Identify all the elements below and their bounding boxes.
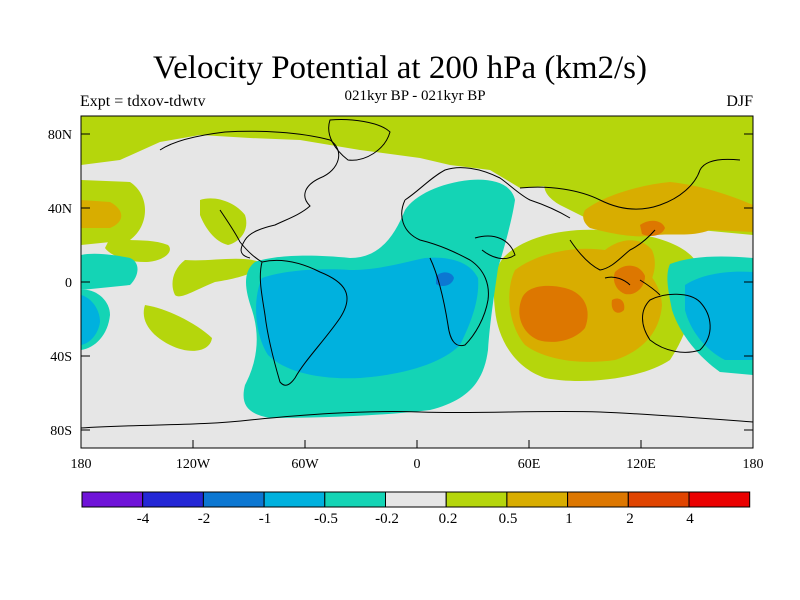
antarctica-coast <box>81 410 753 429</box>
colorbar-box <box>324 491 386 508</box>
pacific-negative-mid <box>81 295 100 345</box>
latitude-labels: 80N 40N 0 40S 80S <box>48 128 72 439</box>
lon-label-60w: 60W <box>291 457 319 472</box>
map-subtitle: 021kyr BP - 021kyr BP <box>344 88 486 104</box>
colorbar-box <box>142 491 204 508</box>
season-label: DJF <box>726 93 753 110</box>
colorbar-box <box>385 491 447 508</box>
colorbar-label: 4 <box>686 511 694 527</box>
central-america-coast <box>219 209 263 263</box>
colorbar-box <box>627 491 690 508</box>
lat-label-40n: 40N <box>48 202 72 217</box>
longitude-labels: 180 120W 60W 0 60E 120E 180 <box>71 457 764 472</box>
lat-label-40s: 40S <box>50 350 72 365</box>
latitude-ticks <box>81 133 753 431</box>
arctic-positive <box>81 116 753 188</box>
lat-label-0: 0 <box>65 276 72 291</box>
south-america-coast <box>259 259 348 386</box>
lon-label-120e: 120E <box>626 457 656 472</box>
japan-positive-strong <box>640 220 665 236</box>
coastlines <box>81 119 753 429</box>
colorbar-box <box>567 491 629 508</box>
asia-positive-mid <box>583 182 753 237</box>
lon-label-180e: 180 <box>743 457 764 472</box>
colorbar-label: -1 <box>259 511 272 527</box>
colorbar-box <box>506 491 569 508</box>
greenland-coast <box>328 119 391 161</box>
north-america-coast <box>159 130 340 259</box>
indian-ocean-positive-strong <box>519 285 588 342</box>
lon-label-0: 0 <box>414 457 421 472</box>
colorbar-label: -2 <box>198 511 211 527</box>
tropical-pacific-positive <box>105 238 170 262</box>
colorbar-labels: -4 -2 -1 -0.5 -0.2 0.2 0.5 1 2 4 <box>137 511 695 527</box>
colorbar-boxes <box>81 491 751 508</box>
australia-coast <box>642 293 711 353</box>
colorbar-box <box>445 491 508 508</box>
south-pacific-negative-mid <box>685 271 753 360</box>
colorbar-label: 0.2 <box>439 511 458 527</box>
colorbar-label: -0.5 <box>314 511 338 527</box>
north-pacific-negative <box>81 253 138 290</box>
lat-label-80n: 80N <box>48 128 72 143</box>
lon-label-60e: 60E <box>518 457 541 472</box>
asia-coast <box>519 158 741 271</box>
longitude-ticks <box>80 440 754 448</box>
lat-label-80s: 80S <box>50 424 72 439</box>
africa-negative-strong <box>436 272 454 286</box>
experiment-label: Expt = tdxov-tdwtv <box>80 93 206 110</box>
pacific-northwest-mid <box>81 200 122 228</box>
small-positive-strong <box>611 298 625 313</box>
colorbar-box <box>263 491 326 508</box>
africa-coast <box>401 199 489 347</box>
south-pacific-positive <box>143 305 212 351</box>
colorbar-box <box>81 491 144 508</box>
colorbar: -4 -2 -1 -0.5 -0.2 0.2 0.5 1 2 4 <box>81 491 751 527</box>
colorbar-label: -4 <box>137 511 150 527</box>
europe-coast <box>404 167 571 219</box>
contour-field <box>81 116 753 448</box>
colorbar-box <box>688 491 751 508</box>
indonesia-coast <box>604 276 661 296</box>
map-title: Velocity Potential at 200 hPa (km2/s) <box>152 50 648 86</box>
colorbar-box <box>202 491 265 508</box>
colorbar-label: 2 <box>626 511 634 527</box>
lon-label-180w: 180 <box>71 457 92 472</box>
arabia-coast <box>474 235 516 260</box>
pacific-strip-positive <box>172 258 261 297</box>
atlantic-negative-mid <box>256 257 479 379</box>
colorbar-label: 0.5 <box>499 511 518 527</box>
lon-label-120w: 120W <box>176 457 211 472</box>
indonesia-positive-strong <box>613 265 645 295</box>
colorbar-label: 1 <box>565 511 573 527</box>
colorbar-label: -0.2 <box>375 511 399 527</box>
